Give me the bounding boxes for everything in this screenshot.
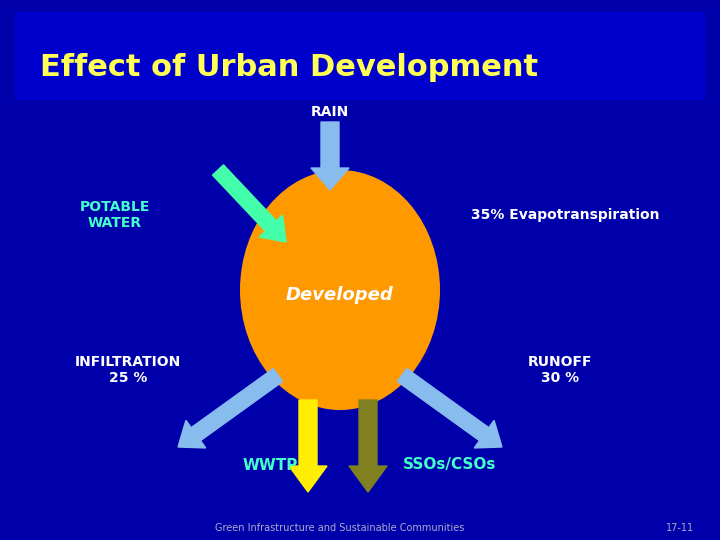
- FancyArrow shape: [311, 122, 349, 190]
- Text: Green Infrastructure and Sustainable Communities: Green Infrastructure and Sustainable Com…: [215, 523, 464, 533]
- FancyArrow shape: [289, 400, 327, 492]
- Text: 17-11: 17-11: [666, 523, 694, 533]
- FancyArrow shape: [178, 368, 283, 448]
- Text: 35% Evapotranspiration: 35% Evapotranspiration: [471, 208, 660, 222]
- Text: INFILTRATION
25 %: INFILTRATION 25 %: [75, 355, 181, 385]
- FancyArrow shape: [349, 400, 387, 492]
- Text: SSOs/CSOs: SSOs/CSOs: [403, 457, 497, 472]
- Text: Developed: Developed: [286, 286, 394, 304]
- Text: RAIN: RAIN: [311, 105, 349, 119]
- Text: WWTP: WWTP: [243, 457, 297, 472]
- Text: POTABLE
WATER: POTABLE WATER: [80, 200, 150, 230]
- Bar: [15, 12, 705, 100]
- Ellipse shape: [240, 170, 440, 410]
- Text: Effect of Urban Development: Effect of Urban Development: [40, 53, 538, 83]
- Text: RUNOFF
30 %: RUNOFF 30 %: [528, 355, 593, 385]
- FancyArrow shape: [397, 368, 502, 448]
- FancyArrow shape: [212, 165, 286, 242]
